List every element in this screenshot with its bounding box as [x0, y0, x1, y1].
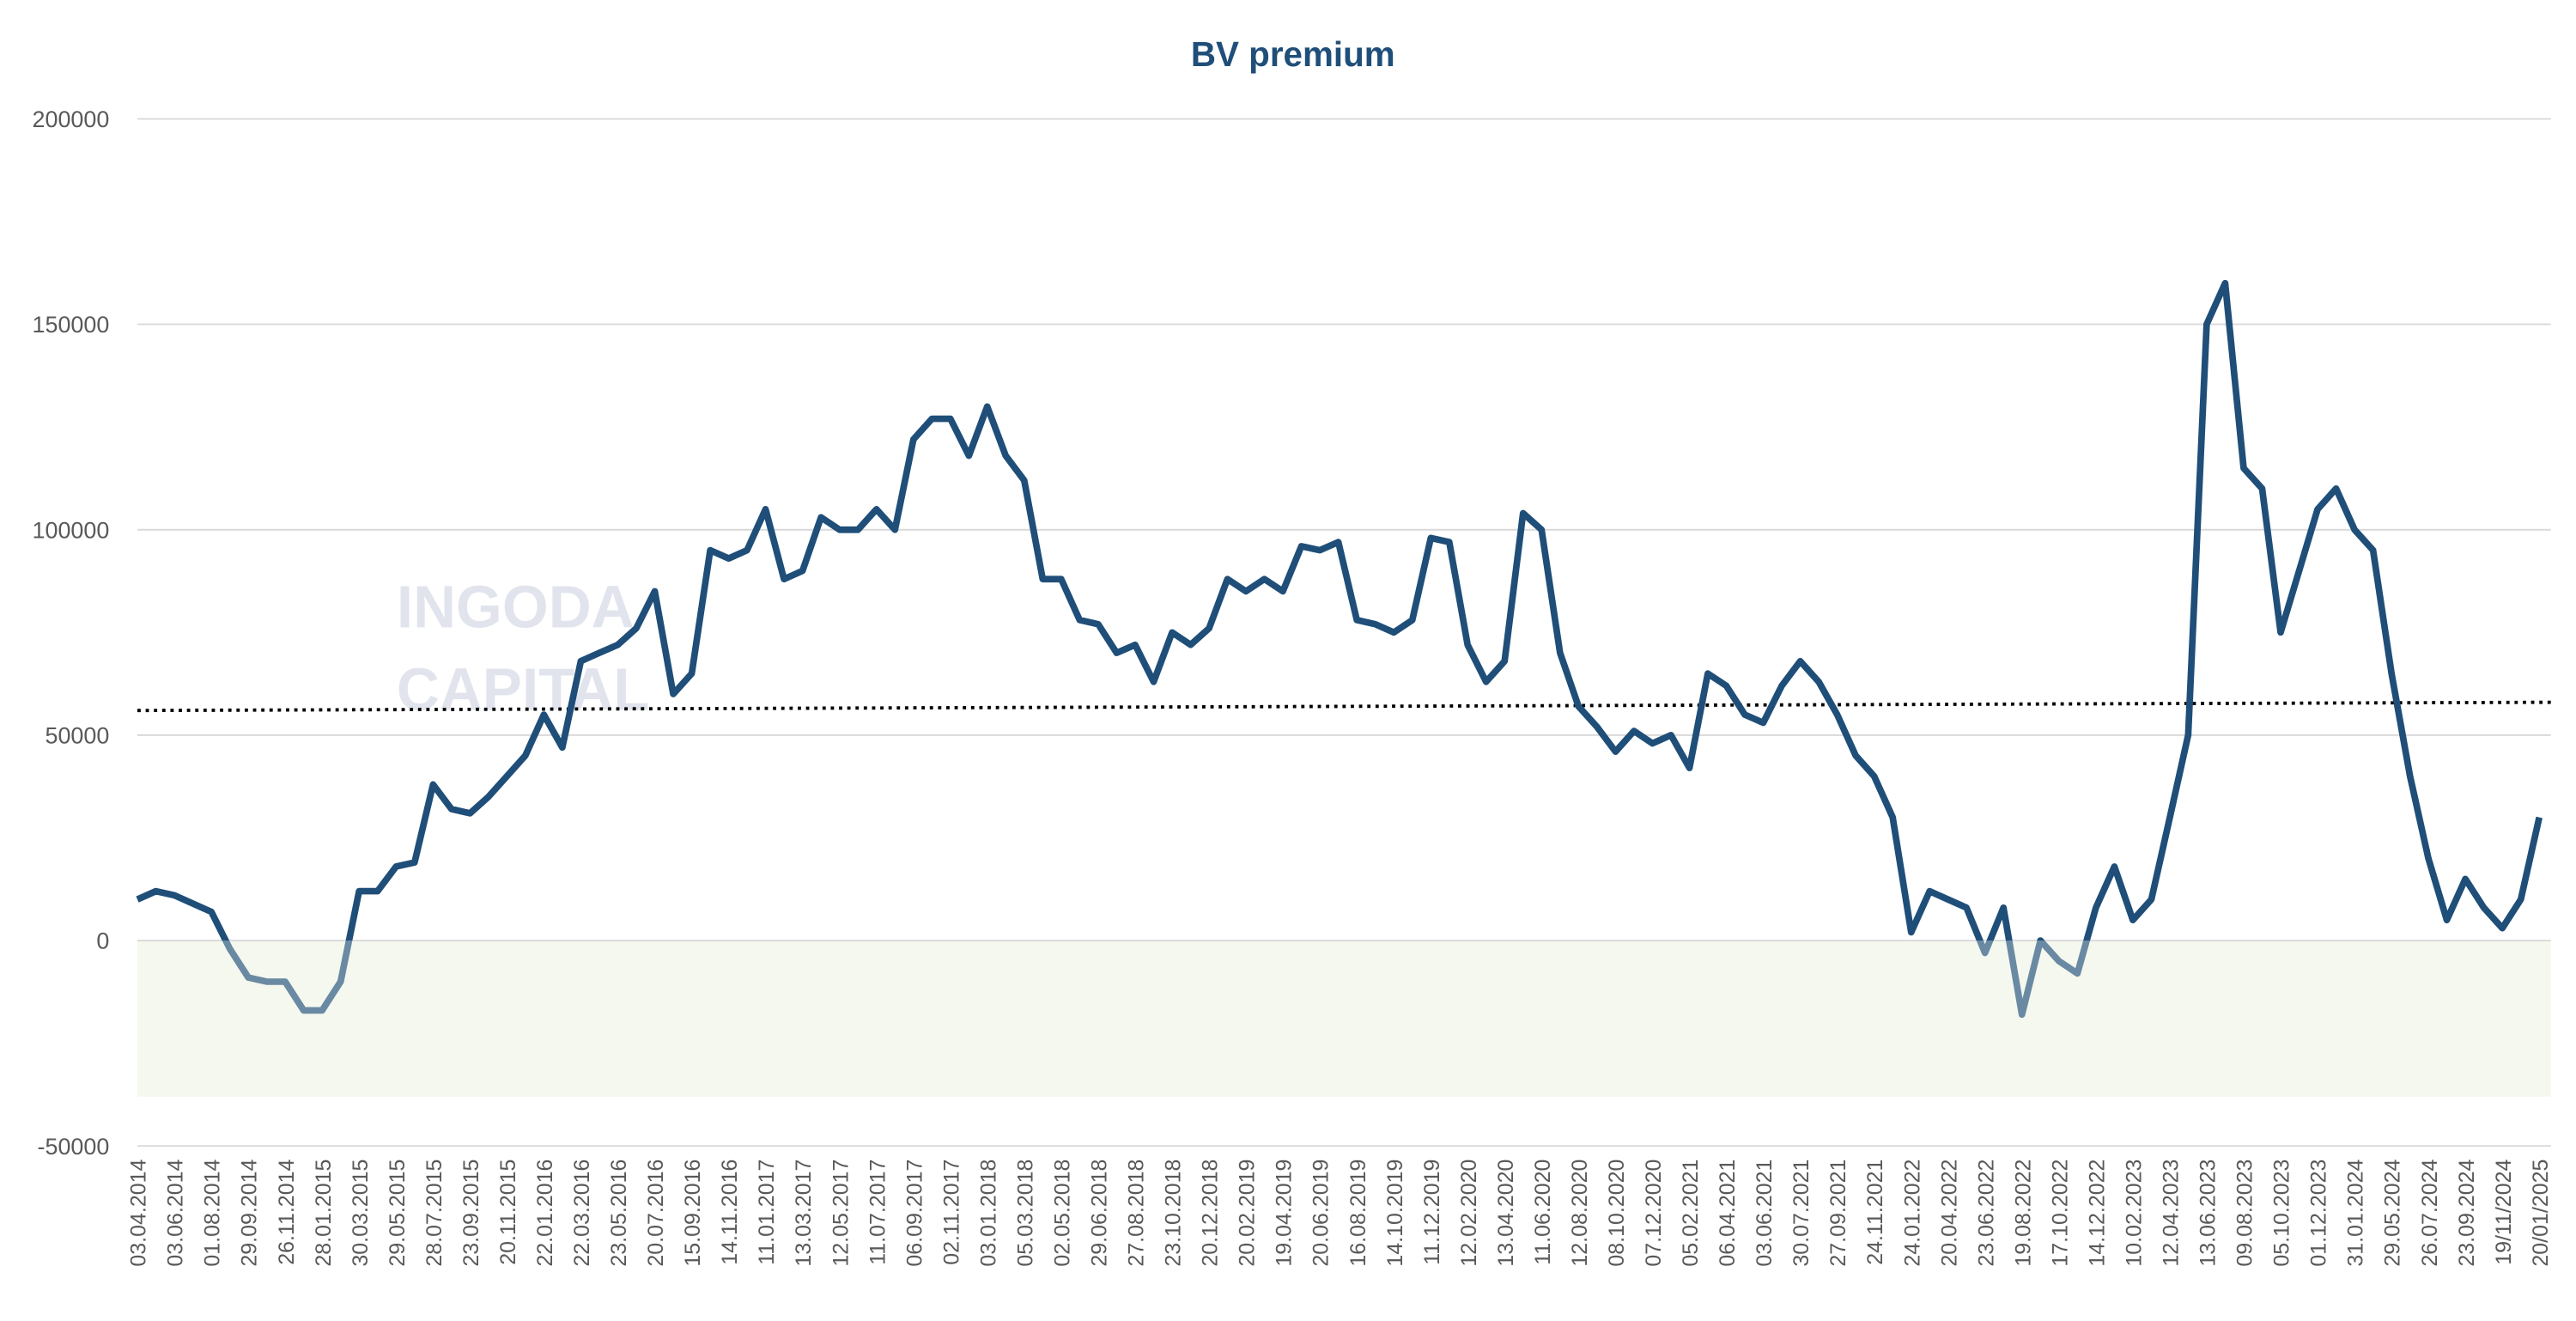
y-tick-label: 200000	[33, 107, 110, 132]
x-tick-label: 29.05.2024	[2381, 1159, 2405, 1266]
x-tick-label: 30.03.2015	[349, 1160, 373, 1267]
x-tick-label: 14.11.2016	[718, 1160, 742, 1265]
x-tick-label: 26.07.2024	[2418, 1159, 2442, 1266]
x-tick-label: 20.04.2022	[1937, 1160, 1961, 1267]
x-tick-label: 06.09.2017	[902, 1160, 927, 1267]
x-tick-label: 09.08.2023	[2233, 1160, 2257, 1267]
data-line	[136, 279, 2543, 1019]
x-tick-label: 28.07.2015	[422, 1160, 447, 1267]
x-tick-label: 02.05.2018	[1050, 1160, 1074, 1267]
x-tick-label: 27.08.2018	[1125, 1160, 1149, 1267]
x-tick-label: 03.01.2018	[976, 1160, 1000, 1267]
x-tick-label: 29.06.2018	[1088, 1160, 1112, 1267]
x-tick-label: 05.03.2018	[1013, 1160, 1037, 1267]
x-tick-label: 20.07.2016	[644, 1160, 668, 1267]
shade-band	[137, 941, 2551, 1097]
x-tick-label: 06.04.2021	[1716, 1160, 1740, 1267]
x-tick-label: 03.06.2014	[164, 1159, 188, 1266]
x-tick-label: 14.12.2022	[2085, 1160, 2109, 1267]
x-tick-label: 15.09.2016	[681, 1160, 705, 1267]
x-tick-label: 28.01.2015	[312, 1160, 336, 1267]
y-tick-label: 150000	[33, 312, 110, 338]
x-tick-label: 23.09.2024	[2455, 1159, 2479, 1266]
x-tick-label: 08.10.2020	[1605, 1160, 1629, 1267]
x-tick-label: 22.03.2016	[570, 1160, 594, 1267]
x-tick-label: 01.12.2023	[2307, 1160, 2331, 1267]
x-tick-label: 24.11.2021	[1863, 1160, 1887, 1265]
x-tick-label: 11.06.2020	[1531, 1160, 1555, 1265]
x-tick-label: 19.04.2019	[1273, 1160, 1297, 1267]
x-tick-label: 14.10.2019	[1383, 1160, 1407, 1267]
x-tick-label: 31.01.2024	[2344, 1159, 2368, 1266]
x-tick-label: 13.06.2023	[2196, 1160, 2221, 1267]
y-tick-label: -50000	[38, 1134, 110, 1160]
x-tick-label: 20.12.2018	[1199, 1160, 1223, 1267]
x-tick-label: 01.08.2014	[201, 1159, 225, 1266]
x-tick-label: 30.07.2021	[1789, 1160, 1814, 1267]
y-tick-label: 100000	[33, 517, 110, 543]
x-tick-label: 05.10.2023	[2270, 1160, 2294, 1267]
x-tick-label: 07.12.2020	[1642, 1160, 1666, 1267]
x-tick-label: 29.09.2014	[238, 1159, 262, 1266]
x-tick-label: 19.08.2022	[2011, 1160, 2035, 1267]
y-tick-label: 50000	[46, 723, 110, 749]
x-tick-label: 20.06.2019	[1309, 1160, 1334, 1267]
x-tick-label: 26.11.2014	[275, 1160, 299, 1265]
x-tick-label: 23.06.2022	[1974, 1160, 1998, 1267]
x-tick-label: 11.07.2017	[866, 1160, 890, 1265]
x-tick-label: 20.02.2019	[1236, 1160, 1260, 1267]
x-tick-label: 12.02.2020	[1457, 1160, 1481, 1267]
x-tick-label: 11.12.2019	[1420, 1160, 1444, 1265]
x-tick-label: 10.02.2023	[2122, 1160, 2146, 1267]
x-tick-label: 12.05.2017	[829, 1160, 853, 1267]
x-tick-label: 20/01/2025	[2529, 1160, 2553, 1267]
reference-line	[137, 700, 2551, 713]
x-tick-label: 12.08.2020	[1568, 1160, 1592, 1267]
watermark: INGODA	[397, 574, 635, 641]
x-tick-label: 13.03.2017	[792, 1160, 816, 1267]
x-tick-label: 19/11/2024	[2492, 1160, 2516, 1265]
x-tick-label: 17.10.2022	[2048, 1160, 2072, 1267]
x-tick-label: 13.04.2020	[1494, 1160, 1518, 1267]
x-tick-label: 23.10.2018	[1162, 1160, 1186, 1267]
x-tick-label: 03.06.2021	[1753, 1160, 1777, 1267]
x-tick-label: 02.11.2017	[939, 1160, 963, 1265]
watermark: CAPITAL	[397, 656, 650, 723]
x-tick-label: 22.01.2016	[533, 1160, 557, 1267]
x-tick-label: 11.01.2017	[755, 1160, 779, 1265]
x-tick-label: 12.04.2023	[2160, 1160, 2184, 1267]
x-tick-label: 03.04.2014	[127, 1159, 151, 1266]
x-tick-label: 20.11.2015	[496, 1160, 520, 1265]
x-tick-label: 24.01.2022	[1900, 1160, 1924, 1267]
x-tick-label: 27.09.2021	[1826, 1160, 1850, 1267]
x-tick-label: 05.02.2021	[1679, 1160, 1703, 1267]
x-tick-label: 23.09.2015	[459, 1160, 483, 1267]
y-tick-label: 0	[96, 928, 109, 954]
x-tick-label: 16.08.2019	[1346, 1160, 1370, 1267]
x-tick-label: 23.05.2016	[607, 1160, 631, 1267]
chart-title: BV premium	[1191, 34, 1395, 74]
x-tick-label: 29.05.2015	[386, 1160, 410, 1267]
